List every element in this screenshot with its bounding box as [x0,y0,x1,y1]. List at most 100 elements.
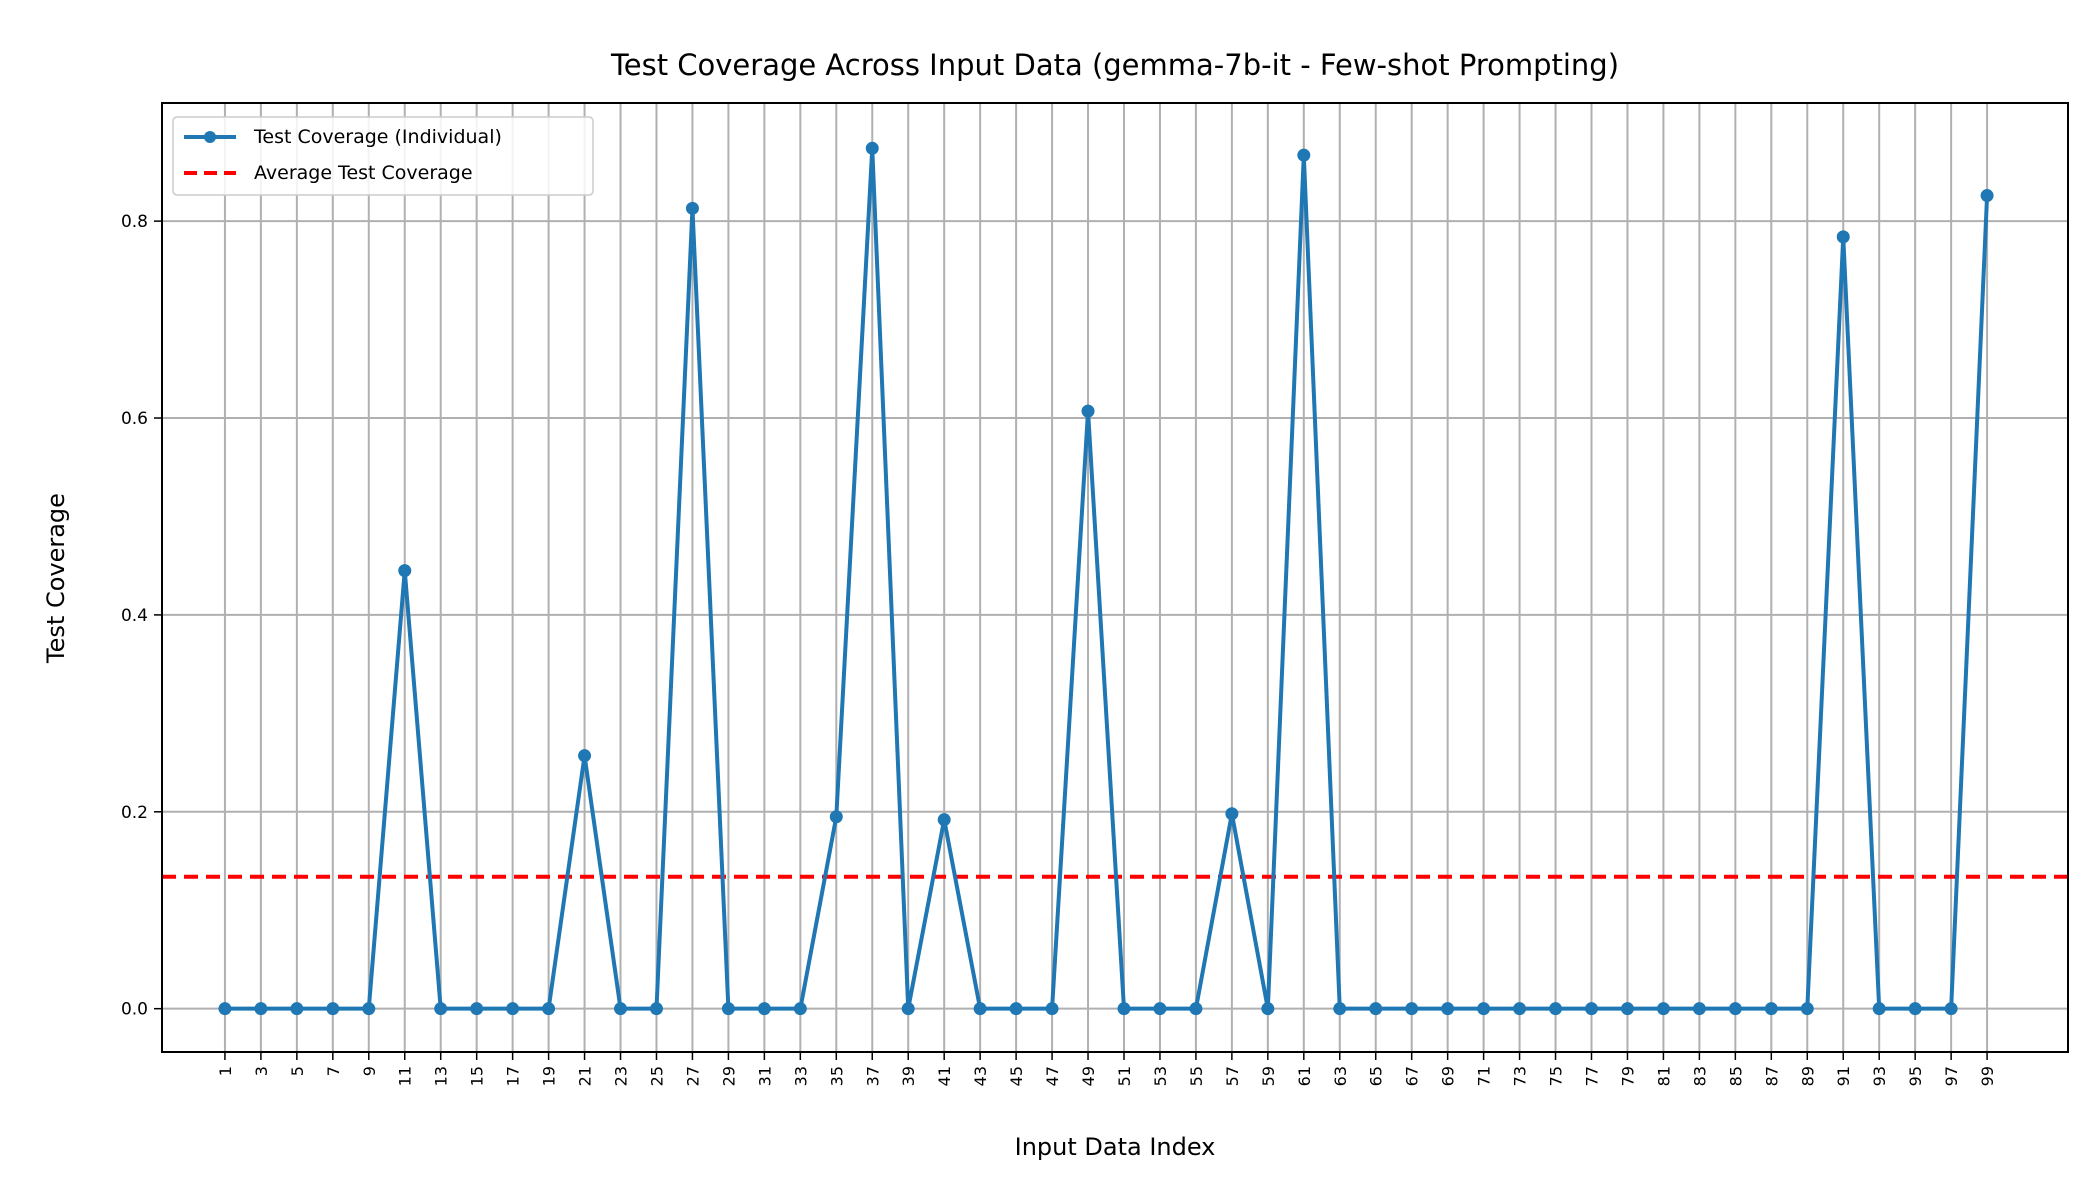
x-tick-label: 49 [1079,1066,1098,1086]
data-point [1405,1002,1419,1016]
chart-title: Test Coverage Across Input Data (gemma-7… [610,48,1619,82]
x-tick-label: 33 [791,1066,810,1086]
data-point [649,1002,663,1016]
x-tick-label: 65 [1367,1066,1386,1086]
data-point [721,1002,735,1016]
x-tick-label: 21 [576,1066,595,1086]
x-tick-label: 55 [1187,1066,1206,1086]
data-point [578,749,592,763]
x-tick-label: 39 [899,1066,918,1086]
x-tick-label: 17 [504,1066,523,1086]
data-point [1764,1002,1778,1016]
data-point [1656,1002,1670,1016]
x-tick-label: 27 [683,1066,702,1086]
x-tick-label: 43 [971,1066,990,1086]
data-point [1117,1002,1131,1016]
x-tick-label: 1 [216,1066,235,1076]
x-axis-label: Input Data Index [1015,1133,1216,1161]
y-tick-label: 0.0 [121,1000,148,1020]
ticks: 1 3 5 7 9 11 13 15 17 19 21 23 25 27 29 31 33 35 37 39 41 43 4… [121,212,1997,1086]
data-point [362,1002,376,1016]
legend-label-individual: Test Coverage (Individual) [253,126,502,148]
data-point [1189,1002,1203,1016]
data-point [829,810,843,824]
x-tick-label: 63 [1331,1066,1350,1086]
data-point [937,813,951,827]
x-tick-label: 89 [1798,1066,1817,1086]
x-tick-label: 97 [1942,1066,1961,1086]
data-point [1333,1002,1347,1016]
x-tick-label: 87 [1762,1066,1781,1086]
data-point [254,1002,268,1016]
legend: Test Coverage (Individual) Average Test … [172,116,594,196]
x-tick-label: 83 [1690,1066,1709,1086]
data-point [1872,1002,1886,1016]
data-point [1261,1002,1275,1016]
data-point [685,201,699,215]
x-tick-label: 79 [1618,1066,1637,1086]
x-tick-label: 7 [324,1066,343,1076]
legend-box [172,116,594,196]
data-point [542,1002,556,1016]
data-point [1513,1002,1527,1016]
x-tick-label: 29 [719,1066,738,1086]
x-tick-label: 15 [468,1066,487,1086]
data-point [793,1002,807,1016]
x-tick-label: 5 [288,1066,307,1076]
data-point [1620,1002,1634,1016]
x-tick-label: 47 [1043,1066,1062,1086]
data-point [1153,1002,1167,1016]
x-tick-label: 77 [1583,1066,1602,1086]
x-tick-label: 75 [1547,1066,1566,1086]
x-tick-label: 81 [1654,1066,1673,1086]
x-tick-label: 61 [1295,1066,1314,1086]
x-tick-label: 41 [935,1066,954,1086]
x-tick-label: 73 [1511,1066,1530,1086]
x-tick-label: 53 [1151,1066,1170,1086]
data-point [1800,1002,1814,1016]
data-point [1081,404,1095,418]
data-point [757,1002,771,1016]
x-tick-label: 93 [1870,1066,1889,1086]
data-point [1009,1002,1023,1016]
data-point [1728,1002,1742,1016]
legend-marker-individual [204,131,216,143]
x-tick-label: 71 [1475,1066,1494,1086]
data-point [398,564,412,578]
x-tick-label: 67 [1403,1066,1422,1086]
x-tick-label: 31 [755,1066,774,1086]
data-point [1908,1002,1922,1016]
x-tick-label: 59 [1259,1066,1278,1086]
x-tick-label: 99 [1978,1066,1997,1086]
x-tick-label: 13 [432,1066,451,1086]
plot-frame [161,102,2069,1053]
data-point [1944,1002,1958,1016]
data-point [1836,230,1850,244]
data-point [1225,807,1239,821]
data-point [614,1002,628,1016]
data-point [1369,1002,1383,1016]
x-tick-label: 85 [1726,1066,1745,1086]
x-tick-label: 45 [1007,1066,1026,1086]
x-tick-label: 37 [863,1066,882,1086]
x-tick-label: 9 [360,1066,379,1076]
x-tick-label: 95 [1906,1066,1925,1086]
x-tick-label: 25 [647,1066,666,1086]
legend-label-average: Average Test Coverage [254,162,473,184]
data-point [973,1002,987,1016]
x-tick-label: 3 [252,1066,271,1076]
x-tick-label: 91 [1834,1066,1853,1086]
series-layer [218,141,1994,1016]
x-tick-label: 23 [612,1066,631,1086]
x-tick-label: 51 [1115,1066,1134,1086]
x-tick-label: 57 [1223,1066,1242,1086]
x-tick-label: 19 [540,1066,559,1086]
data-point [901,1002,915,1016]
data-point [434,1002,448,1016]
y-axis-label: Test Coverage [42,493,70,664]
data-point [218,1002,232,1016]
data-point [506,1002,520,1016]
